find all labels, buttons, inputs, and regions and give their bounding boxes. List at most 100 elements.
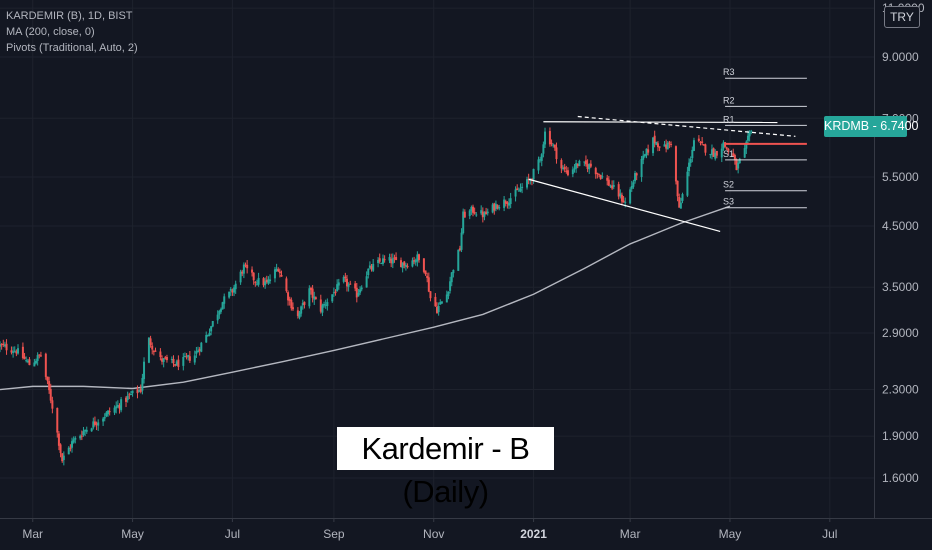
- candle: [697, 135, 700, 143]
- candle: [115, 401, 118, 414]
- candlestick-series: [0, 127, 753, 466]
- candle: [311, 285, 314, 303]
- candle: [393, 254, 396, 263]
- symbol-legend[interactable]: KARDEMIR (B), 1D, BIST: [6, 10, 133, 22]
- candle: [422, 258, 425, 274]
- candle-body: [665, 144, 668, 149]
- candle-body: [183, 356, 186, 358]
- candle: [727, 147, 730, 155]
- candle-body: [692, 140, 695, 151]
- candle-body: [102, 418, 105, 422]
- candle: [301, 299, 304, 310]
- candle-body: [544, 131, 547, 145]
- candle: [97, 419, 100, 431]
- candle-body: [704, 144, 707, 153]
- candle: [107, 409, 110, 417]
- candle-body: [401, 262, 404, 269]
- candle-body: [656, 143, 659, 148]
- candle: [473, 207, 476, 215]
- pivot-label-r2: R2: [723, 95, 735, 105]
- candle-body: [152, 351, 155, 353]
- candle-body: [291, 307, 294, 310]
- candle-body: [588, 164, 591, 170]
- candle-body: [149, 338, 152, 346]
- candle: [462, 208, 465, 235]
- candle: [480, 205, 483, 216]
- candle-body: [79, 435, 82, 439]
- candle-body: [404, 264, 407, 267]
- time-tick-label: May: [719, 527, 742, 541]
- candle: [108, 407, 111, 416]
- candle: [445, 290, 448, 303]
- candle-body: [5, 343, 8, 351]
- candle-body: [390, 258, 393, 264]
- candle: [254, 281, 257, 287]
- candle: [622, 196, 625, 203]
- candle: [378, 253, 381, 264]
- candle: [399, 257, 402, 268]
- candle: [437, 302, 440, 316]
- candle: [406, 263, 409, 269]
- candle: [583, 161, 586, 167]
- candle: [39, 351, 42, 358]
- candle: [388, 253, 391, 264]
- candle-body: [509, 198, 512, 204]
- candle-body: [228, 291, 231, 298]
- price-tick-label: 2.3000: [882, 383, 919, 397]
- candle-body: [49, 389, 52, 401]
- candle: [688, 158, 691, 177]
- candle-body: [26, 360, 29, 362]
- candle-body: [388, 257, 391, 261]
- candle-body: [218, 310, 221, 315]
- candle: [33, 358, 36, 367]
- trendline[interactable]: [528, 178, 721, 233]
- currency-button[interactable]: TRY: [884, 6, 920, 28]
- ma-legend[interactable]: MA (200, close, 0): [6, 26, 95, 38]
- candle-body: [314, 297, 317, 299]
- candle-body: [355, 287, 358, 298]
- candle-body: [33, 362, 36, 367]
- candle-body: [188, 356, 191, 361]
- candle-body: [516, 188, 519, 191]
- trendline[interactable]: [577, 115, 796, 137]
- candle: [177, 355, 180, 371]
- candle: [287, 290, 290, 306]
- candle-body: [606, 177, 609, 181]
- candle: [92, 417, 95, 430]
- pivots-legend[interactable]: Pivots (Traditional, Auto, 2): [6, 42, 138, 54]
- candle-body: [738, 158, 741, 164]
- candle-body: [445, 294, 448, 303]
- candle: [617, 181, 620, 200]
- price-tag-separator: -: [872, 119, 881, 134]
- chart-caption: Kardemir - B (Daily): [337, 427, 554, 509]
- candle-body: [84, 429, 87, 432]
- candle: [265, 275, 268, 284]
- candle: [244, 262, 247, 268]
- candle: [483, 211, 486, 221]
- time-tick-label: 2021: [520, 527, 547, 541]
- ma200-path: [0, 205, 731, 391]
- candle-body: [486, 211, 489, 214]
- candle-body: [643, 154, 646, 157]
- candle: [663, 140, 666, 147]
- candle-body: [229, 288, 232, 291]
- candle: [542, 141, 545, 158]
- candle: [128, 392, 131, 400]
- candle: [575, 159, 578, 173]
- candle: [61, 453, 64, 463]
- candle: [313, 291, 316, 305]
- trendline[interactable]: [543, 121, 778, 124]
- candle: [743, 144, 746, 159]
- candle: [475, 212, 478, 217]
- candle: [414, 258, 417, 266]
- candle-body: [599, 174, 602, 180]
- candle: [594, 166, 597, 179]
- candle: [113, 405, 116, 416]
- pivot-label-s3: S3: [723, 197, 734, 207]
- candle: [174, 363, 177, 367]
- candle-body: [56, 407, 59, 433]
- candle-body: [519, 188, 522, 192]
- candle: [571, 166, 574, 178]
- candle: [185, 353, 188, 360]
